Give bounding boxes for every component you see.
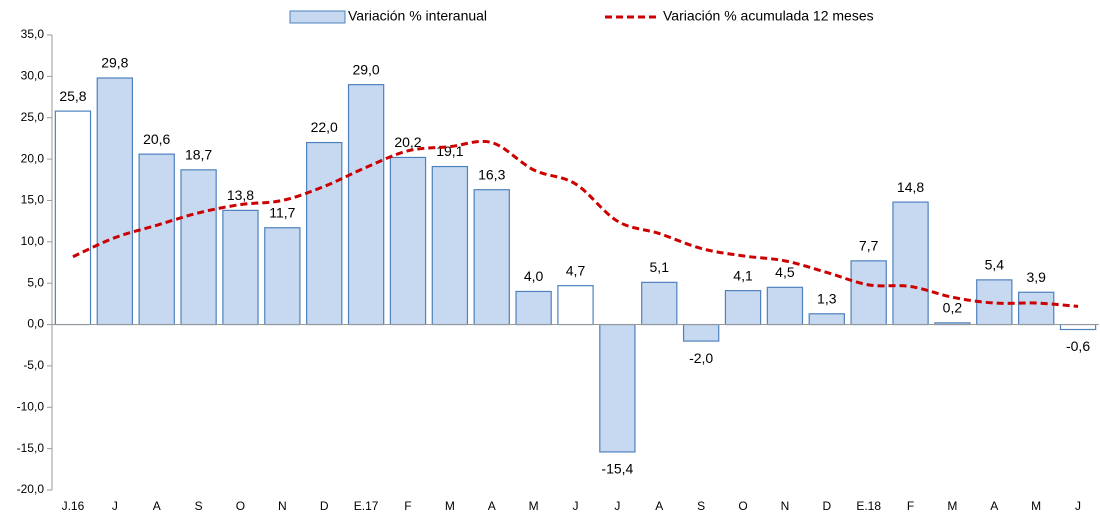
y-tick-label: -20,0 bbox=[17, 482, 45, 496]
bar bbox=[724, 290, 762, 326]
x-tick-label: M bbox=[445, 499, 455, 513]
bar bbox=[892, 201, 929, 326]
value-label: -2,0 bbox=[689, 350, 713, 366]
value-label: 4,0 bbox=[524, 268, 544, 284]
bar bbox=[557, 285, 594, 326]
line bbox=[72, 139, 1079, 308]
y-tick-label: 0,0 bbox=[27, 317, 44, 331]
x-tick-label: A bbox=[488, 499, 496, 513]
x-tick-label: N bbox=[781, 499, 790, 513]
value-label: 16,3 bbox=[478, 166, 505, 182]
x-tick-label: E.17 bbox=[354, 499, 379, 513]
bar bbox=[222, 209, 259, 326]
bar bbox=[976, 279, 1013, 326]
bar bbox=[850, 260, 887, 326]
bar bbox=[808, 313, 845, 326]
x-tick-label: J bbox=[112, 499, 118, 513]
x-tick-label: O bbox=[236, 499, 245, 513]
value-label: 25,8 bbox=[59, 88, 86, 104]
bar bbox=[1017, 291, 1055, 326]
value-label: -0,6 bbox=[1066, 338, 1090, 354]
y-tick-label: 20,0 bbox=[21, 151, 45, 165]
bar bbox=[1059, 323, 1097, 331]
x-tick-label: M bbox=[1031, 499, 1041, 513]
x-tick-label: J bbox=[614, 499, 620, 513]
bar bbox=[766, 286, 804, 326]
legend-label: Variación % interanual bbox=[348, 8, 487, 24]
value-label: 0,2 bbox=[943, 300, 963, 316]
bar bbox=[389, 156, 427, 326]
x-tick-label: J bbox=[573, 499, 579, 513]
value-label: 5,4 bbox=[985, 257, 1005, 273]
y-tick-label: 35,0 bbox=[21, 27, 45, 41]
value-label: 13,8 bbox=[227, 187, 254, 203]
x-tick-label: M bbox=[947, 499, 957, 513]
y-tick-label: -10,0 bbox=[17, 399, 45, 413]
value-label: 4,5 bbox=[775, 264, 795, 280]
legend-label: Variación % acumulada 12 meses bbox=[663, 8, 874, 24]
bar bbox=[473, 189, 510, 326]
value-label: 4,1 bbox=[733, 267, 753, 283]
bar bbox=[264, 227, 301, 326]
value-label: 20,6 bbox=[143, 131, 170, 147]
bar bbox=[515, 290, 552, 326]
y-tick-label: 15,0 bbox=[21, 193, 45, 207]
value-label: 22,0 bbox=[311, 119, 338, 135]
bar bbox=[180, 169, 217, 326]
x-tick-label: A bbox=[153, 499, 161, 513]
y-tick-label: 25,0 bbox=[21, 110, 45, 124]
x-tick-label: J.16 bbox=[62, 499, 85, 513]
x-tick-label: D bbox=[822, 499, 831, 513]
bar bbox=[96, 77, 134, 326]
value-label: 7,7 bbox=[859, 238, 879, 254]
bar bbox=[54, 110, 92, 326]
value-label: 14,8 bbox=[897, 179, 924, 195]
bar bbox=[599, 323, 636, 453]
value-label: 29,0 bbox=[352, 61, 379, 77]
value-label: 20,2 bbox=[394, 134, 421, 150]
bar bbox=[431, 165, 469, 326]
y-tick-label: 5,0 bbox=[27, 275, 44, 289]
x-tick-label: N bbox=[278, 499, 287, 513]
x-tick-label: O bbox=[738, 499, 747, 513]
x-tick-label: A bbox=[655, 499, 663, 513]
value-label: 11,7 bbox=[269, 204, 295, 220]
x-tick-label: A bbox=[990, 499, 998, 513]
value-label: 4,7 bbox=[566, 262, 586, 278]
bar bbox=[347, 84, 385, 326]
x-tick-label: F bbox=[907, 499, 914, 513]
x-tick-label: F bbox=[404, 499, 411, 513]
bar bbox=[682, 323, 720, 342]
x-tick-label: S bbox=[195, 499, 203, 513]
value-label: -15,4 bbox=[601, 461, 633, 477]
x-tick-label: S bbox=[697, 499, 705, 513]
value-label: 18,7 bbox=[185, 147, 212, 163]
x-tick-label: J bbox=[1075, 499, 1081, 513]
value-label: 3,9 bbox=[1026, 269, 1046, 285]
value-label: 19,1 bbox=[436, 143, 463, 159]
legend-swatch bbox=[289, 10, 346, 24]
y-tick-label: -5,0 bbox=[23, 358, 44, 372]
y-tick-label: 10,0 bbox=[21, 234, 45, 248]
x-tick-label: D bbox=[320, 499, 329, 513]
x-tick-label: M bbox=[529, 499, 539, 513]
bar bbox=[138, 153, 175, 326]
value-label: 1,3 bbox=[817, 290, 837, 306]
value-label: 5,1 bbox=[650, 259, 670, 275]
bar bbox=[306, 141, 343, 326]
value-label: 29,8 bbox=[101, 55, 128, 71]
y-tick-label: -15,0 bbox=[17, 441, 45, 455]
bar bbox=[641, 281, 678, 326]
y-tick-label: 30,0 bbox=[21, 69, 45, 83]
x-tick-label: E.18 bbox=[856, 499, 881, 513]
